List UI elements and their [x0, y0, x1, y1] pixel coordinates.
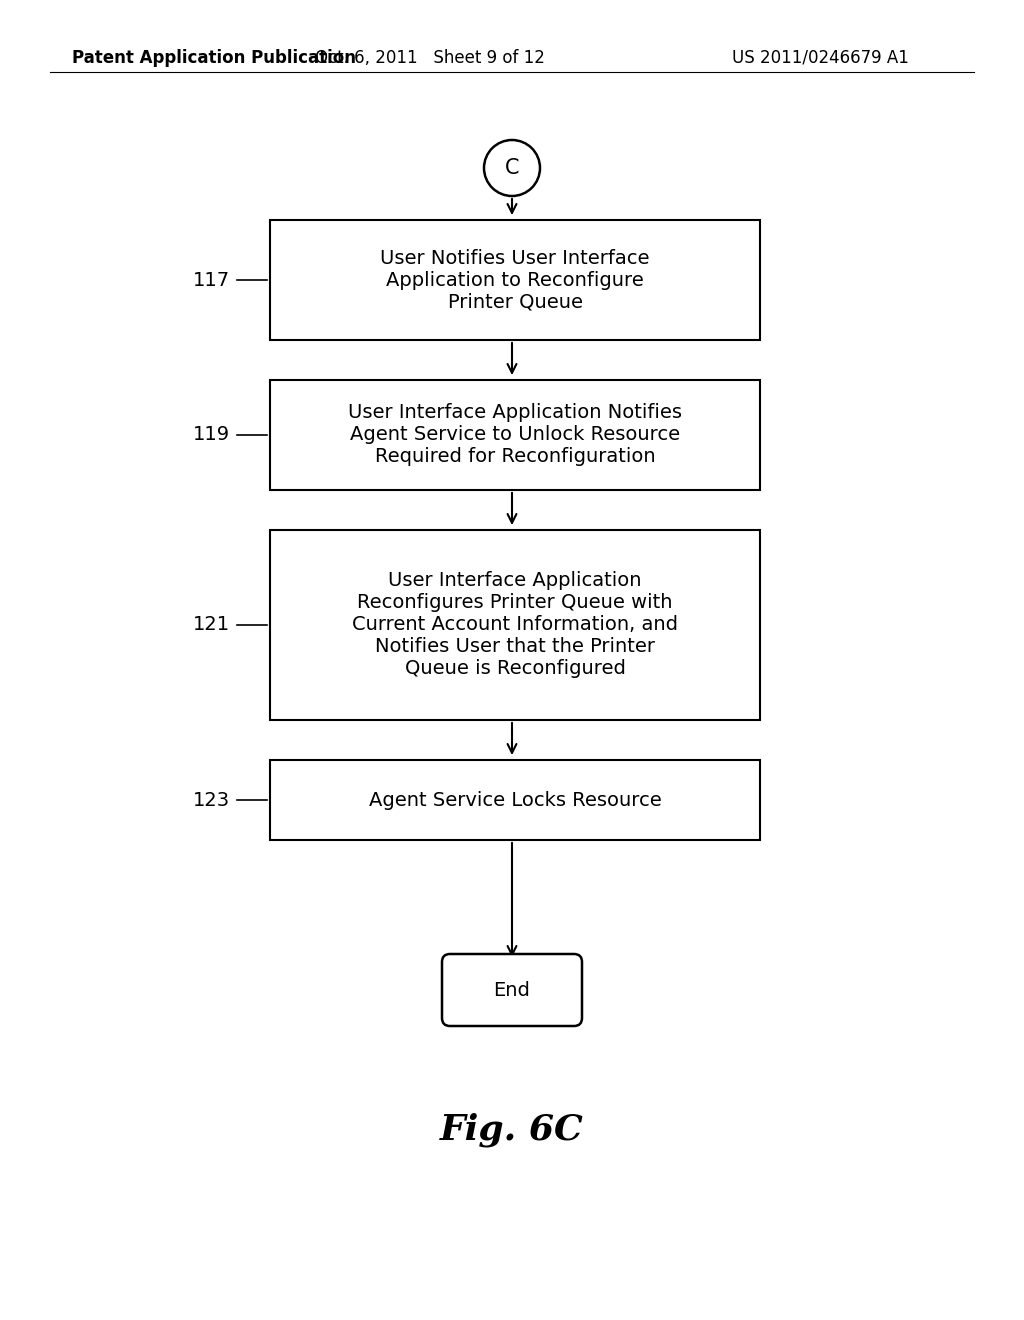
Bar [270, 760, 760, 840]
Bar [270, 531, 760, 719]
Text: User Interface Application Notifies: User Interface Application Notifies [348, 404, 682, 422]
Text: Fig. 6C: Fig. 6C [440, 1113, 584, 1147]
FancyBboxPatch shape [442, 954, 582, 1026]
Text: 119: 119 [193, 425, 230, 445]
Text: End: End [494, 981, 530, 999]
Text: Application to Reconfigure: Application to Reconfigure [386, 271, 644, 289]
Text: 117: 117 [193, 271, 230, 289]
Text: 123: 123 [193, 791, 230, 809]
Text: User Notifies User Interface: User Notifies User Interface [380, 248, 650, 268]
Text: Queue is Reconfigured: Queue is Reconfigured [404, 660, 626, 678]
Text: 121: 121 [193, 615, 230, 635]
Text: Printer Queue: Printer Queue [447, 293, 583, 312]
Text: Oct. 6, 2011   Sheet 9 of 12: Oct. 6, 2011 Sheet 9 of 12 [315, 49, 545, 67]
Text: Agent Service Locks Resource: Agent Service Locks Resource [369, 791, 662, 809]
Bar [270, 380, 760, 490]
Text: Current Account Information, and: Current Account Information, and [352, 615, 678, 635]
Text: C: C [505, 158, 519, 178]
Text: Agent Service to Unlock Resource: Agent Service to Unlock Resource [350, 425, 680, 445]
Bar [270, 220, 760, 341]
Text: Patent Application Publication: Patent Application Publication [72, 49, 356, 67]
Text: User Interface Application: User Interface Application [388, 572, 642, 590]
Text: US 2011/0246679 A1: US 2011/0246679 A1 [731, 49, 908, 67]
Text: Reconfigures Printer Queue with: Reconfigures Printer Queue with [357, 594, 673, 612]
Text: Notifies User that the Printer: Notifies User that the Printer [375, 638, 655, 656]
Text: Required for Reconfiguration: Required for Reconfiguration [375, 447, 655, 466]
